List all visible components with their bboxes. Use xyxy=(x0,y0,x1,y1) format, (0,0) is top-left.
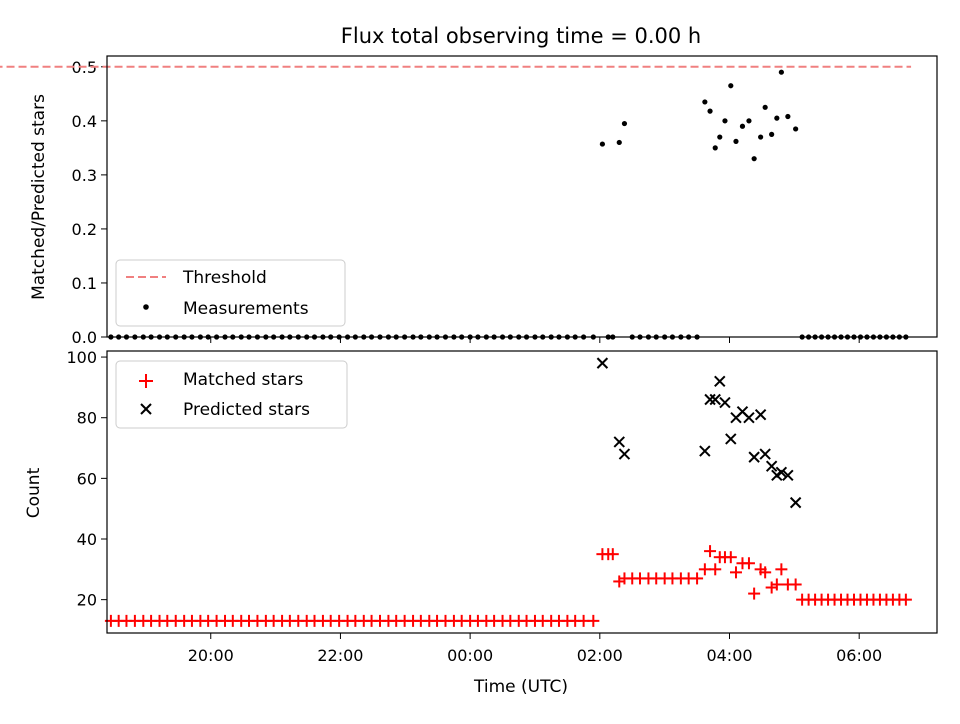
bottom-ytick-label: 40 xyxy=(77,530,97,549)
predicted-stars-point xyxy=(704,393,716,406)
matched-stars-point xyxy=(691,572,704,585)
measurement-point xyxy=(758,134,764,140)
measurement-point xyxy=(793,126,799,132)
bottom-axes-frame xyxy=(106,350,938,634)
measurement-point xyxy=(778,69,784,75)
measurement-point xyxy=(769,131,775,137)
matched-stars-point xyxy=(775,563,788,576)
measurement-point xyxy=(746,118,752,124)
bottom-xtick-label: 02:00 xyxy=(577,646,623,665)
bottom-panel: 20 40 60 80 100 Count 20:00 22:00 00:00 02:00 04… xyxy=(24,348,938,697)
measurement-point xyxy=(616,139,622,146)
bottom-ytick-label: 100 xyxy=(66,348,97,367)
matched-stars-point xyxy=(724,551,737,564)
measurement-point xyxy=(599,141,606,147)
bottom-ytick-label: 60 xyxy=(77,469,97,488)
bottom-xtick-label: 22:00 xyxy=(317,646,363,665)
measurement-point xyxy=(707,108,713,114)
predicted-stars-point xyxy=(596,357,609,369)
top-y-axis-label: Matched/Predicted stars xyxy=(29,94,49,300)
bottom-x-axis-label: Time (UTC) xyxy=(473,677,568,697)
bottom-marks xyxy=(104,357,912,627)
measurements-legend-swatch xyxy=(143,304,149,310)
top-x-ticks xyxy=(210,337,860,343)
predicted-stars-point xyxy=(782,469,794,482)
measurement-point xyxy=(621,120,628,127)
matched-stars-legend-label: Matched stars xyxy=(183,370,303,390)
top-ytick-label: 0.2 xyxy=(72,220,97,239)
top-chart-title: Flux total observing time = 0.00 h xyxy=(341,24,701,48)
predicted-stars-legend-label: Predicted stars xyxy=(183,400,310,420)
measurement-point xyxy=(722,118,728,124)
predicted-stars-point xyxy=(789,496,802,509)
top-ytick-label: 0.1 xyxy=(72,274,97,293)
matched-stars-legend-swatch xyxy=(139,374,153,388)
bottom-xtick-label: 20:00 xyxy=(188,646,234,665)
matched-stars-point xyxy=(606,548,619,561)
predicted-stars-point xyxy=(618,448,631,460)
measurements-legend-label: Measurements xyxy=(183,299,309,319)
matched-stars-point xyxy=(729,566,742,579)
bottom-xtick-label: 06:00 xyxy=(836,646,882,665)
measurement-point xyxy=(717,134,723,140)
top-legend: Threshold Measurements xyxy=(115,259,346,327)
measurement-point xyxy=(702,99,708,105)
predicted-stars-point xyxy=(613,436,625,448)
predicted-stars-point xyxy=(748,451,760,463)
matched-stars-point xyxy=(770,578,783,591)
measurement-point xyxy=(774,115,780,121)
matched-stars-point xyxy=(587,614,600,627)
predicted-stars-point xyxy=(714,375,726,388)
bottom-y-axis-label: Count xyxy=(24,467,44,518)
measurement-point xyxy=(785,113,791,120)
matched-stars-point xyxy=(789,578,802,591)
predicted-stars-point xyxy=(754,408,767,421)
bottom-ytick-label: 80 xyxy=(77,409,97,428)
predicted-stars-point xyxy=(719,396,731,409)
predicted-stars-point xyxy=(765,460,778,472)
threshold-legend-label: Threshold xyxy=(182,268,267,288)
matched-stars-point xyxy=(748,587,761,600)
top-ytick-label: 0.4 xyxy=(72,112,97,131)
matched-stars-point xyxy=(759,566,772,579)
predicted-stars-point xyxy=(725,433,737,445)
bottom-xtick-label: 00:00 xyxy=(447,646,493,665)
bottom-legend-box xyxy=(115,360,348,429)
matched-stars-point xyxy=(742,557,755,570)
bottom-legend: Matched stars Predicted stars xyxy=(115,360,348,429)
bottom-y-ticks: 20 40 60 80 100 xyxy=(66,348,107,610)
top-ytick-label: 0.0 xyxy=(72,328,97,347)
predicted-stars-point xyxy=(709,393,721,406)
measurement-point xyxy=(751,156,757,162)
top-ytick-label: 0.3 xyxy=(72,166,97,185)
predicted-stars-point xyxy=(775,466,788,478)
measurement-point xyxy=(762,104,768,110)
measurement-point xyxy=(733,138,739,144)
matched-stars-point xyxy=(704,545,717,558)
matched-stars-point xyxy=(698,563,711,576)
bottom-ytick-label: 20 xyxy=(77,591,97,610)
predicted-stars-legend-swatch xyxy=(140,403,152,415)
bottom-xtick-label: 04:00 xyxy=(706,646,752,665)
top-panel: Flux total observing time = 0.00 h 0.0 0.… xyxy=(0,24,938,347)
measurement-point xyxy=(728,83,734,89)
predicted-stars-point xyxy=(759,448,771,460)
matched-stars-point xyxy=(709,563,722,576)
top-legend-box xyxy=(115,259,346,327)
matched-stars-point xyxy=(899,593,912,606)
predicted-stars-point xyxy=(743,412,755,424)
predicted-stars-point xyxy=(699,445,711,457)
measurement-point xyxy=(739,123,746,129)
measurement-point xyxy=(712,145,718,151)
bottom-x-ticks: 20:00 22:00 00:00 02:00 04:00 06:00 xyxy=(188,633,882,665)
top-axes-frame xyxy=(106,55,938,338)
